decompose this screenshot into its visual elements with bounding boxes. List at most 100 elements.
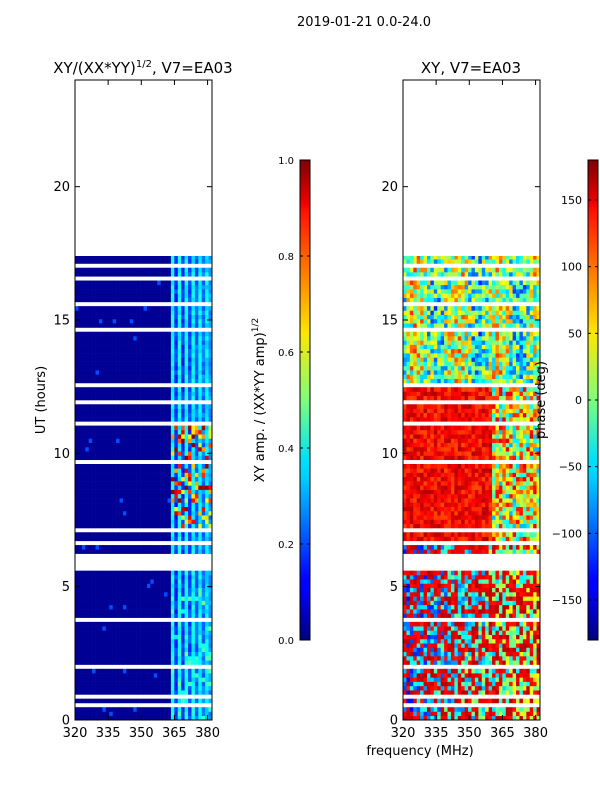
phase-heatmap-cell [437, 715, 441, 720]
amplitude-heatmap-cell [146, 323, 151, 328]
amplitude-heatmap-cell [112, 417, 117, 422]
amplitude-heatmap-cell [133, 536, 137, 542]
amplitude-heatmap-cell [75, 485, 79, 490]
amplitude-heatmap-cell [198, 519, 203, 525]
amplitude-heatmap-cell [133, 485, 137, 490]
amplitude-heatmap-cell [167, 391, 172, 397]
amplitude-heatmap-cell [140, 429, 144, 435]
phase-heatmap-cell [509, 685, 513, 691]
amplitude-heatmap-cell [157, 429, 161, 435]
amplitude-heatmap-cell [98, 429, 103, 435]
phase-heatmap-cell [464, 677, 469, 682]
phase-heatmap-cell [433, 545, 438, 550]
amplitude-heatmap-cell [122, 707, 127, 712]
amplitude-heatmap-cell [177, 387, 182, 392]
amplitude-heatmap-cell [116, 485, 120, 490]
phase-heatmap-cell [468, 668, 472, 674]
phase-heatmap-cell [509, 587, 513, 593]
amplitude-heatmap-cell [98, 549, 103, 554]
phase-heatmap-cell [440, 660, 445, 665]
amplitude-heatmap-cell [102, 468, 107, 473]
amplitude-heatmap-cell [129, 596, 134, 601]
phase-heatmap-cell [478, 698, 483, 704]
amplitude-heatmap-cell [191, 361, 196, 367]
phase-heatmap-cell [495, 609, 500, 614]
amplitude-heatmap-cell [188, 587, 192, 593]
amplitude-heatmap-cell [75, 532, 79, 537]
amplitude-heatmap-cell [174, 604, 179, 610]
amplitude-heatmap-cell [88, 574, 93, 580]
amplitude-heatmap-cell [85, 698, 90, 704]
amplitude-heatmap-cell [157, 404, 161, 409]
amplitude-heatmap-cell [98, 498, 103, 503]
phase-heatmap-cell [474, 609, 479, 614]
amplitude-heatmap-cell [75, 446, 79, 452]
phase-heatmap-cell [413, 549, 418, 554]
amplitude-heatmap-cell [105, 698, 110, 704]
amplitude-heatmap-cell [191, 532, 196, 537]
phase-heatmap-cell [529, 698, 534, 704]
amplitude-heatmap-cell [105, 280, 110, 286]
phase-heatmap-cell [512, 609, 517, 614]
phase-heatmap-cell [426, 643, 431, 648]
amplitude-heatmap-cell [164, 289, 168, 294]
amplitude-heatmap-cell [109, 323, 113, 328]
amplitude-heatmap-cell [184, 438, 189, 443]
amplitude-heatmap-cell [81, 259, 86, 264]
amplitude-heatmap-cell [181, 438, 185, 443]
amplitude-heatmap-cell [126, 468, 131, 473]
phase-heatmap-cell [516, 660, 520, 665]
amplitude-heatmap-cell [109, 472, 113, 478]
amplitude-heatmap-cell [78, 515, 83, 520]
phase-heatmap-cell [447, 643, 452, 648]
amplitude-heatmap-cell [153, 323, 158, 328]
amplitude-heatmap-cell [116, 647, 120, 653]
amplitude-heatmap-cell [119, 267, 124, 273]
phase-heatmap-cell [536, 715, 540, 720]
amplitude-heatmap-cell [92, 425, 96, 431]
phase-heatmap-cell [474, 715, 479, 720]
amplitude-heatmap-cell [205, 434, 209, 439]
amplitude-heatmap-cell [116, 549, 120, 554]
phase-heatmap-cell [420, 711, 424, 717]
amplitude-heatmap-cell [201, 681, 206, 687]
amplitude-heatmap-cell [167, 446, 172, 452]
amplitude-heatmap-cell [129, 574, 134, 580]
amplitude-heatmap-cell [146, 340, 151, 345]
phase-heatmap-cell [437, 685, 441, 691]
phase-heatmap-cell [536, 651, 540, 657]
amplitude-heatmap-cell [109, 630, 113, 635]
amplitude-heatmap-cell [160, 545, 165, 550]
amplitude-heatmap-cell [98, 690, 103, 695]
phase-heatmap-cell [440, 592, 445, 597]
amplitude-heatmap-cell [140, 297, 144, 303]
amplitude-heatmap-cell [143, 677, 148, 682]
phase-heatmap-cell [529, 587, 534, 593]
amplitude-heatmap-cell [174, 609, 179, 614]
amplitude-heatmap-cell [205, 323, 209, 328]
phase-heatmap-cell [471, 609, 476, 614]
amplitude-heatmap-cell [208, 685, 212, 691]
phase-heatmap-cell [529, 677, 534, 682]
amplitude-heatmap-cell [143, 464, 148, 469]
amplitude-heatmap-cell [174, 506, 179, 512]
phase-heatmap-cell [447, 596, 452, 601]
phase-heatmap-cell [447, 698, 452, 704]
amplitude-heatmap-cell [157, 579, 161, 584]
amplitude-heatmap-cell [198, 293, 203, 298]
amplitude-heatmap-cell [191, 481, 196, 486]
amplitude-heatmap-cell [167, 280, 172, 286]
amplitude-heatmap-cell [164, 600, 168, 606]
phase-heatmap-cell [409, 621, 414, 627]
amplitude-heatmap-cell [191, 284, 196, 290]
amplitude-heatmap-cell [143, 468, 148, 473]
amplitude-heatmap-cell [146, 613, 151, 618]
amplitude-heatmap-cell [122, 267, 127, 273]
amplitude-heatmap-cell [98, 579, 103, 584]
amplitude-heatmap-cell [136, 289, 141, 294]
amplitude-heatmap-cell [167, 681, 172, 687]
amplitude-heatmap-cell [140, 613, 144, 618]
amplitude-heatmap-cell [157, 596, 161, 601]
amplitude-heatmap-cell [201, 498, 206, 503]
phase-heatmap-cell [498, 630, 503, 635]
